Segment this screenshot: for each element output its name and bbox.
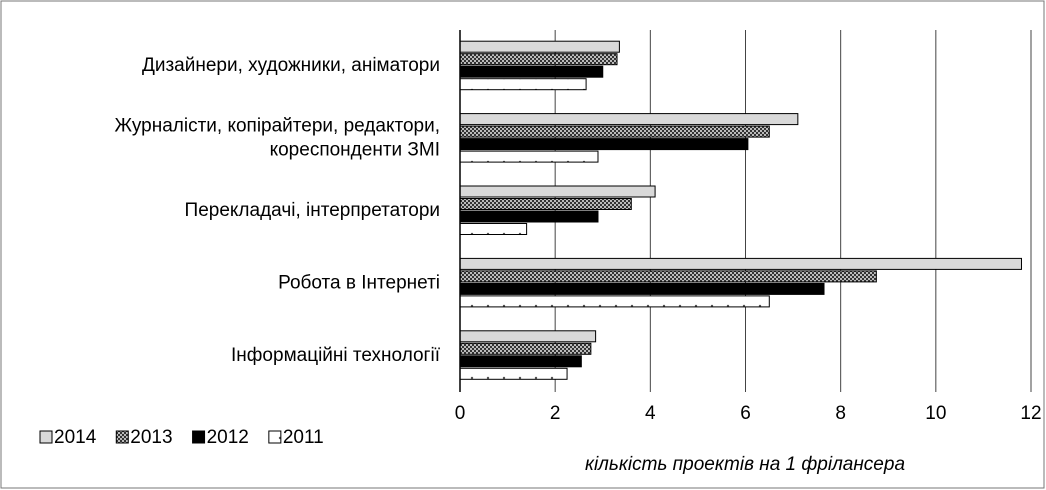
bar	[459, 270, 877, 283]
x-tick-label: 4	[645, 403, 656, 424]
bar	[459, 223, 528, 235]
bar	[459, 367, 568, 380]
legend-label: 2014	[54, 427, 97, 448]
bar	[459, 113, 799, 126]
bar	[459, 210, 599, 223]
x-tick-label: 2	[550, 403, 561, 424]
x-tick-label: 8	[835, 403, 846, 424]
legend-swatch	[39, 430, 53, 444]
category-label: Журналісти, копірайтери, редактори, корес…	[115, 116, 440, 161]
legend-swatch	[115, 430, 129, 444]
legend-swatch	[268, 430, 282, 444]
bar	[459, 342, 592, 355]
bar	[459, 185, 656, 198]
legend-label: 2011	[283, 427, 324, 448]
legend-label: 2012	[207, 427, 249, 448]
bar	[459, 257, 1022, 270]
category-label: Робота в Інтернеті	[278, 272, 440, 293]
x-tick-label: 6	[740, 403, 751, 424]
category-label: Інформаційні технології	[231, 345, 441, 366]
bar	[459, 138, 749, 151]
bar	[459, 125, 770, 138]
x-tick-label: 12	[1020, 403, 1041, 424]
bar	[459, 355, 582, 368]
x-axis-label: кількість проектів на 1 фрілансера	[585, 454, 905, 475]
bar	[459, 65, 604, 78]
bar	[459, 53, 618, 66]
bar	[459, 150, 599, 163]
bar	[459, 198, 632, 210]
bar	[459, 282, 825, 295]
legend-label: 2013	[130, 427, 172, 448]
category-label: Перекладачі, інтерпретатори	[185, 200, 440, 221]
legend-swatch	[192, 430, 206, 444]
bar	[459, 40, 620, 53]
x-tick-label: 0	[455, 403, 466, 424]
bar	[459, 330, 597, 343]
bar	[459, 295, 770, 308]
category-label: Дизайнери, художники, аніматори	[142, 55, 440, 76]
x-tick-label: 10	[925, 403, 946, 424]
bar	[459, 78, 587, 91]
